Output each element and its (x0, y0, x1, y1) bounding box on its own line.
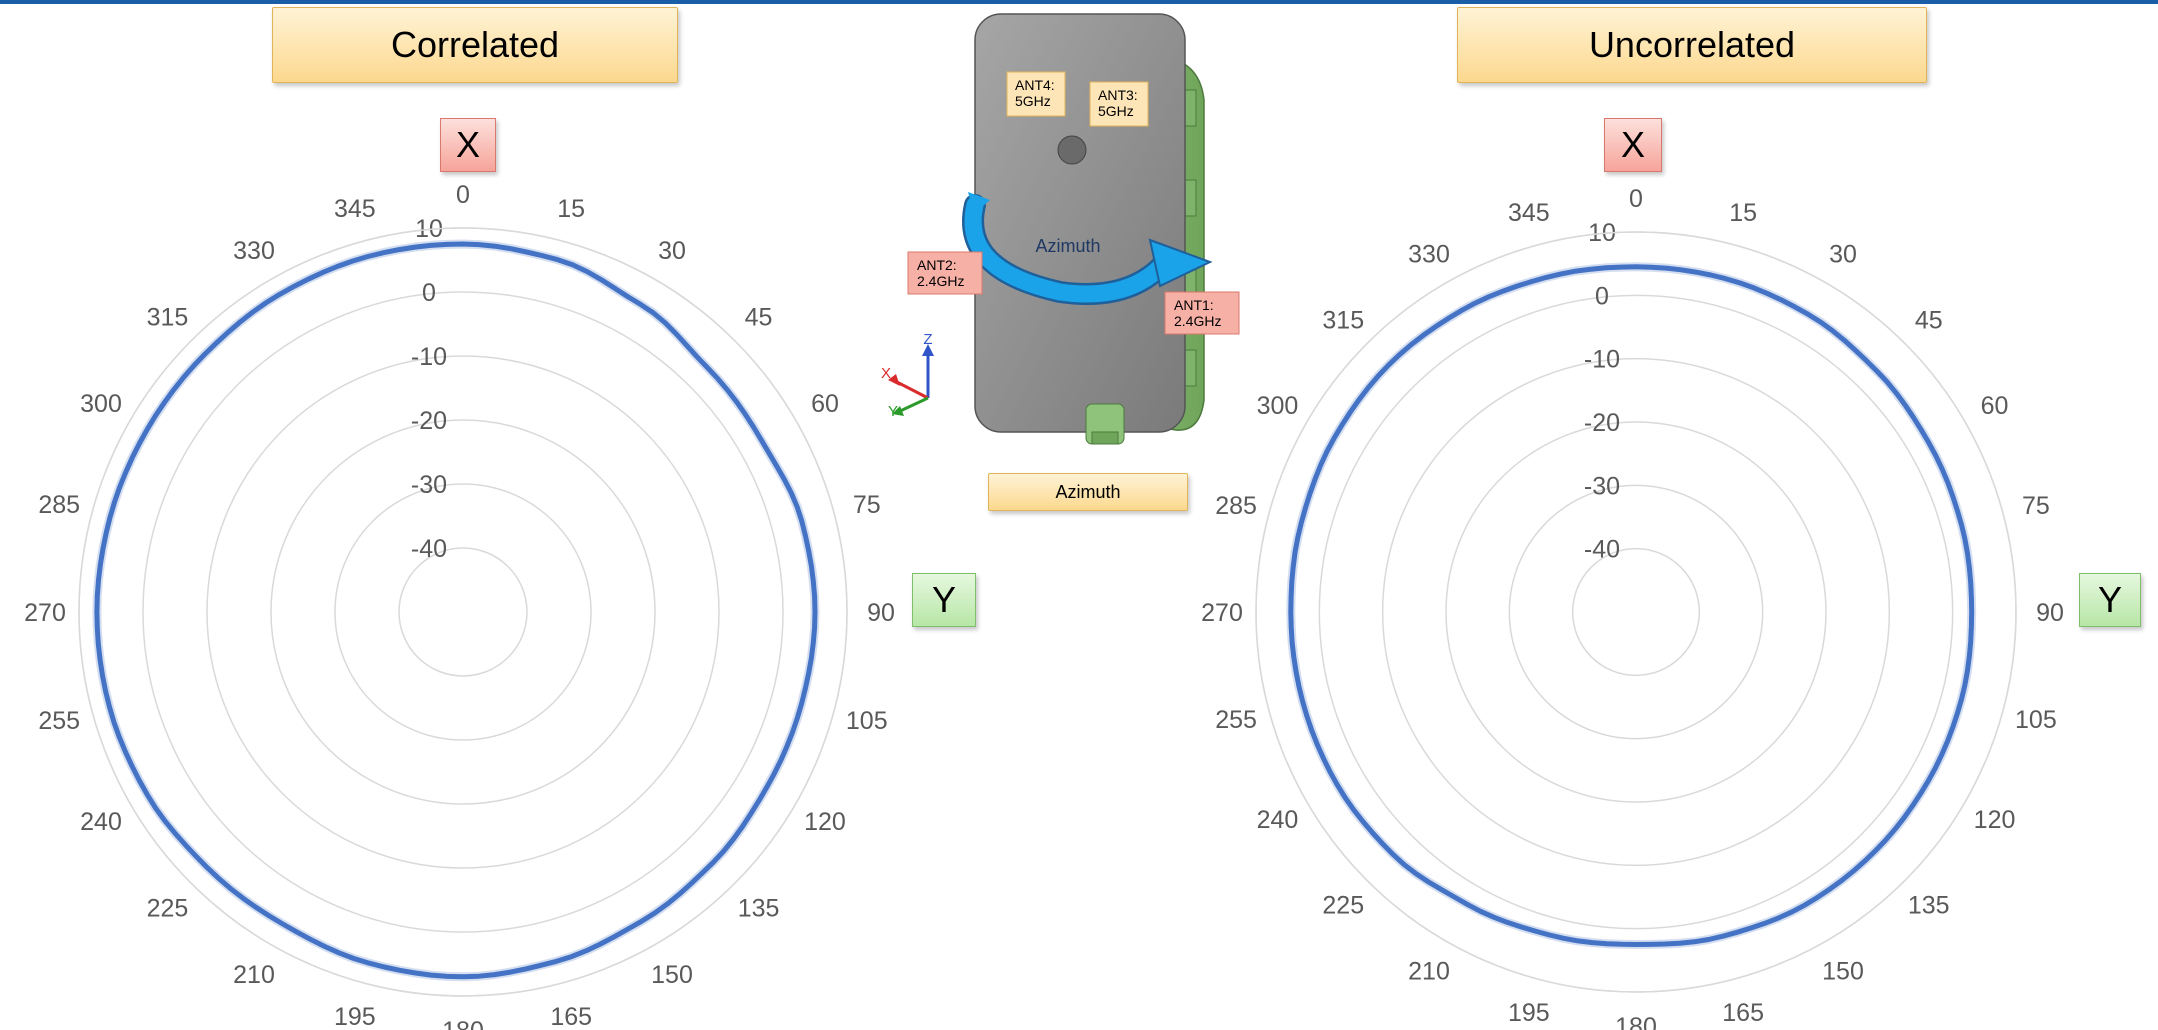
angle-tick-label: 45 (745, 303, 773, 331)
polar-chart-0: 100-10-20-30-400153045607590105120135150… (24, 181, 895, 1030)
angle-tick-label: 0 (456, 181, 470, 209)
grid-ring (270, 419, 656, 805)
grid-ring (1255, 231, 2017, 993)
series-line (94, 241, 818, 980)
angle-tick-label: 180 (1615, 1013, 1657, 1030)
angle-tick-label: 270 (24, 599, 66, 627)
radial-tick-label: -30 (1584, 472, 1620, 500)
angle-tick-label: 345 (1508, 199, 1550, 227)
radial-tick-label: -40 (411, 535, 447, 563)
angle-tick-label: 255 (1215, 706, 1257, 734)
radial-tick-label: 0 (1595, 282, 1609, 310)
series-line (1288, 264, 1975, 947)
angle-tick-label: 150 (1822, 958, 1864, 986)
grid-ring (1381, 357, 1891, 867)
grid-ring (1571, 547, 1701, 677)
angle-tick-label: 60 (811, 390, 839, 418)
angle-tick-label: 15 (557, 195, 585, 223)
angle-tick-label: 150 (651, 961, 693, 989)
angle-tick-label: 285 (38, 491, 80, 519)
angle-tick-label: 345 (334, 195, 376, 223)
angle-tick-label: 0 (1629, 185, 1643, 213)
angle-tick-label: 240 (1257, 806, 1299, 834)
angle-tick-label: 45 (1915, 306, 1943, 334)
chart-title-uncorrelated: Uncorrelated (1457, 7, 1927, 83)
angle-tick-label: 315 (147, 303, 189, 331)
angle-tick-label: 255 (38, 707, 80, 735)
angle-tick-label: 195 (334, 1003, 376, 1030)
angle-tick-label: 135 (738, 895, 780, 923)
angle-tick-label: 15 (1729, 199, 1757, 227)
polar-chart-1: 100-10-20-30-400153045607590105120135150… (1201, 185, 2064, 1030)
angle-tick-label: 30 (658, 237, 686, 265)
angle-tick-label: 105 (2015, 706, 2057, 734)
x-axis-badge-left: X (440, 118, 496, 172)
angle-tick-label: 120 (1974, 806, 2016, 834)
angle-tick-label: 195 (1508, 999, 1550, 1027)
angle-tick-label: 60 (1981, 392, 2009, 420)
radial-tick-label: -10 (411, 343, 447, 371)
angle-tick-label: 90 (867, 599, 895, 627)
angle-tick-label: 180 (442, 1017, 484, 1030)
y-axis-badge-left: Y (912, 573, 976, 627)
angle-tick-label: 75 (2022, 492, 2050, 520)
chart-title-correlated: Correlated (272, 7, 678, 83)
angle-tick-label: 285 (1215, 492, 1257, 520)
angle-tick-label: 300 (80, 390, 122, 418)
angle-tick-label: 30 (1829, 240, 1857, 268)
angle-tick-label: 210 (1408, 958, 1450, 986)
radial-tick-label: -20 (411, 407, 447, 435)
header-rule (0, 0, 2158, 4)
grid-ring (398, 547, 528, 677)
angle-tick-label: 330 (233, 237, 275, 265)
angle-tick-label: 165 (550, 1003, 592, 1030)
radial-tick-label: 0 (422, 279, 436, 307)
grid-ring (1318, 294, 1954, 930)
angle-tick-label: 330 (1408, 240, 1450, 268)
grid-ring (1445, 421, 1827, 803)
y-axis-badge-right: Y (2079, 573, 2141, 627)
angle-tick-label: 105 (846, 707, 888, 735)
grid-ring (1508, 484, 1764, 740)
radial-tick-label: -20 (1584, 409, 1620, 437)
radial-tick-label: -10 (1584, 346, 1620, 374)
x-axis-badge-right: X (1604, 118, 1662, 172)
grid-ring (334, 483, 592, 741)
angle-tick-label: 225 (147, 895, 189, 923)
angle-tick-label: 270 (1201, 599, 1243, 627)
angle-tick-label: 210 (233, 961, 275, 989)
angle-tick-label: 135 (1908, 892, 1950, 920)
series-glow (1286, 262, 1977, 949)
grid-ring-outer (1255, 231, 2017, 993)
grid-ring (206, 355, 720, 869)
radial-tick-label: -40 (1584, 536, 1620, 564)
angle-tick-label: 240 (80, 808, 122, 836)
angle-tick-label: 300 (1257, 392, 1299, 420)
angle-tick-label: 75 (853, 491, 881, 519)
angle-tick-label: 165 (1722, 999, 1764, 1027)
grid-ring (78, 227, 848, 997)
grid-ring-outer (78, 227, 848, 997)
grid-ring (142, 291, 784, 933)
angle-tick-label: 225 (1322, 892, 1364, 920)
angle-tick-label: 315 (1322, 306, 1364, 334)
azimuth-caption-box: Azimuth (988, 473, 1188, 511)
angle-tick-label: 120 (804, 808, 846, 836)
radial-tick-label: -30 (411, 471, 447, 499)
angle-tick-label: 90 (2036, 599, 2064, 627)
